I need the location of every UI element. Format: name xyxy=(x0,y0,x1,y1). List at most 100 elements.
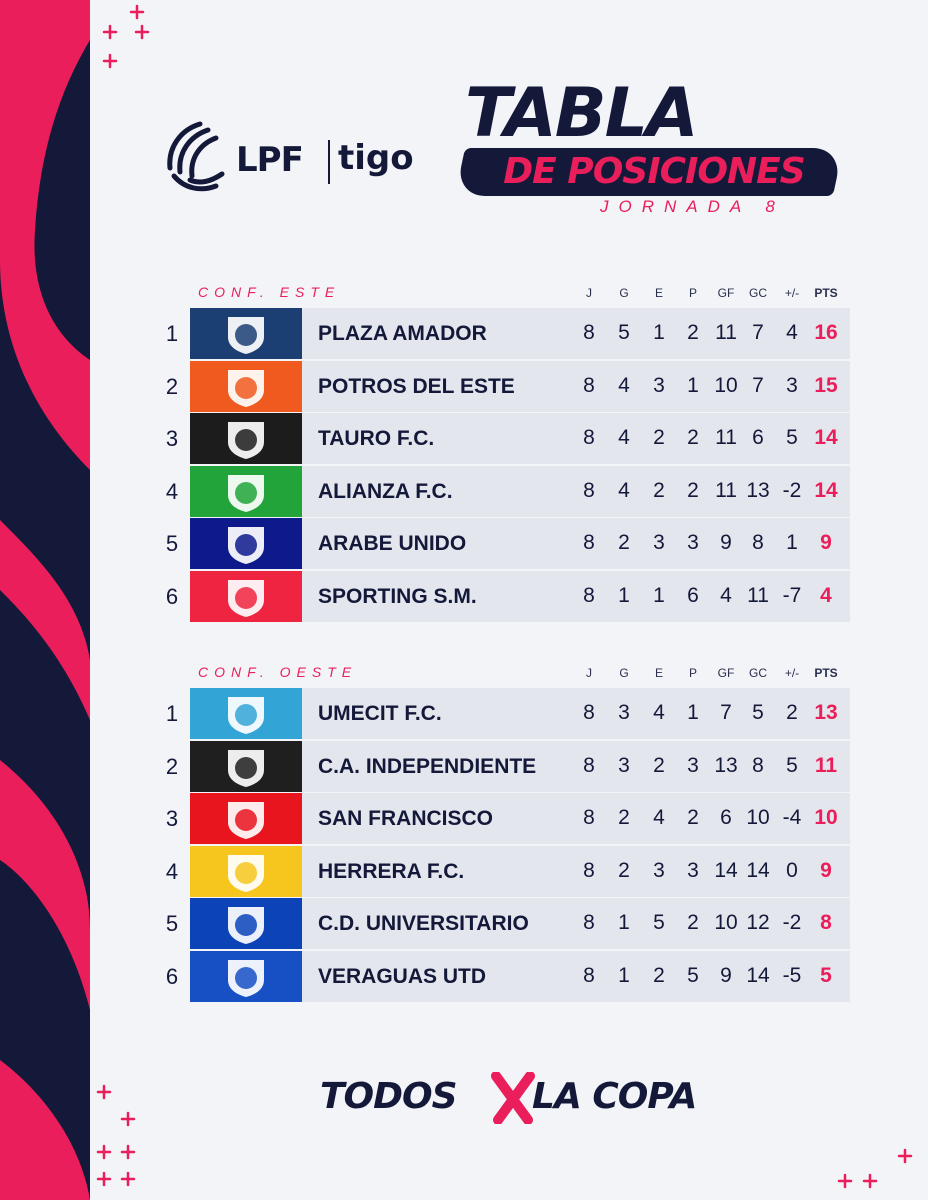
stat-pts: 16 xyxy=(814,321,838,344)
column-header: PTS xyxy=(814,286,838,300)
potros-del-este-crest-icon xyxy=(228,369,264,407)
conference-east-table: CONF. ESTE J G E P GF GC +/- PTS 1 PLAZA AMADOR 8 5 1… xyxy=(160,280,860,623)
team-crest-box xyxy=(190,308,302,359)
stat-gc: 14 xyxy=(746,858,770,882)
stat-dif: 4 xyxy=(786,321,798,344)
stat-pts: 11 xyxy=(814,753,838,777)
table-row: 3 TAURO F.C. 8 4 2 2 11 6 5 14 xyxy=(160,413,860,464)
stat-gf: 10 xyxy=(714,373,738,397)
stat-j: 8 xyxy=(583,373,595,397)
stat-p: 1 xyxy=(687,373,699,397)
team-position: 6 xyxy=(165,583,179,609)
conference-header: CONF. ESTE J G E P GF GC +/- PTS xyxy=(160,280,860,308)
team-crest-box xyxy=(190,465,302,517)
stat-g: 2 xyxy=(618,858,630,882)
column-header: J xyxy=(586,286,592,300)
slogan-left: TODOS xyxy=(320,1076,458,1117)
stat-g: 2 xyxy=(618,806,630,829)
stat-pts: 14 xyxy=(814,478,838,502)
team-name: PLAZA AMADOR xyxy=(318,322,487,345)
stat-g: 1 xyxy=(618,583,630,607)
stat-gc: 14 xyxy=(746,963,770,987)
table-row: 2 C.A. INDEPENDIENTE 8 3 2 3 13 8 5 11 xyxy=(160,740,860,792)
slogan-x-icon xyxy=(491,1072,535,1124)
stat-e: 2 xyxy=(653,478,665,502)
team-position: 1 xyxy=(165,321,179,346)
stat-dif: 2 xyxy=(786,701,798,724)
team-name: POTROS DEL ESTE xyxy=(318,374,515,398)
team-crest-box xyxy=(190,413,302,464)
stat-g: 1 xyxy=(618,963,630,987)
lpf-tigo-logo: LPF tigo xyxy=(160,118,420,198)
stat-g: 4 xyxy=(618,478,630,502)
stat-gf: 11 xyxy=(715,426,737,449)
team-name: UMECIT F.C. xyxy=(318,702,442,725)
team-name: TAURO F.C. xyxy=(318,427,435,450)
stat-j: 8 xyxy=(583,321,595,344)
table-row: 5 C.D. UNIVERSITARIO 8 1 5 2 10 12 -2 8 xyxy=(160,898,860,949)
veraguas-crest-icon xyxy=(228,959,264,997)
stat-gc: 7 xyxy=(752,321,764,344)
stat-pts: 8 xyxy=(820,911,832,934)
stat-g: 2 xyxy=(618,531,630,554)
stat-dif: 0 xyxy=(786,858,798,882)
stat-pts: 10 xyxy=(814,806,838,829)
stat-p: 2 xyxy=(687,426,699,449)
team-position: 6 xyxy=(165,963,179,989)
page-title: TABLA xyxy=(465,74,699,153)
plaza-amador-crest-icon xyxy=(228,317,264,354)
stat-e: 4 xyxy=(653,701,665,724)
stat-dif: -4 xyxy=(782,806,802,829)
stat-pts: 9 xyxy=(820,858,832,882)
stat-j: 8 xyxy=(583,701,595,724)
conference-name: CONF. ESTE xyxy=(198,284,341,300)
team-name: ALIANZA F.C. xyxy=(318,479,453,503)
stat-dif: -7 xyxy=(782,583,802,607)
round-label: JORNADA 8 xyxy=(600,197,785,216)
stat-e: 3 xyxy=(653,858,665,882)
conference-header: CONF. OESTE J G E P GF GC +/- PTS xyxy=(160,660,860,688)
stat-dif: 5 xyxy=(786,753,798,777)
stat-j: 8 xyxy=(583,911,595,934)
team-position: 1 xyxy=(165,701,179,726)
umecit-crest-icon xyxy=(228,697,264,734)
table-row: 4 ALIANZA F.C. 8 4 2 2 11 13 -2 14 xyxy=(160,465,860,517)
team-name: SPORTING S.M. xyxy=(318,584,477,608)
team-name: HERRERA F.C. xyxy=(318,859,465,883)
stat-pts: 14 xyxy=(814,426,838,449)
team-crest-box xyxy=(190,793,302,844)
column-header: +/- xyxy=(784,286,800,300)
lpf-wordmark: LPF xyxy=(236,140,304,180)
stat-j: 8 xyxy=(583,426,595,449)
column-header: GF xyxy=(717,286,735,300)
stat-gc: 12 xyxy=(746,911,770,934)
column-header: GC xyxy=(749,286,767,300)
stat-j: 8 xyxy=(583,478,595,502)
table-row: 6 VERAGUAS UTD 8 1 2 5 9 14 -5 5 xyxy=(160,950,860,1002)
team-name: C.D. UNIVERSITARIO xyxy=(318,912,529,935)
tigo-wordmark: tigo xyxy=(338,138,414,178)
eagle-icon xyxy=(167,121,225,192)
column-header: P xyxy=(688,666,697,680)
stat-gc: 8 xyxy=(752,531,764,554)
stat-g: 4 xyxy=(618,373,630,397)
stat-p: 5 xyxy=(687,963,699,987)
conference-name: CONF. OESTE xyxy=(198,664,358,680)
stat-pts: 4 xyxy=(820,583,832,607)
team-crest-box xyxy=(190,688,302,739)
stat-dif: -5 xyxy=(782,963,802,987)
team-position: 4 xyxy=(165,478,179,504)
column-header: GC xyxy=(749,666,767,680)
team-position: 2 xyxy=(165,753,179,779)
team-position: 2 xyxy=(165,373,179,399)
table-row: 4 HERRERA F.C. 8 2 3 3 14 14 0 9 xyxy=(160,845,860,897)
stat-gc: 6 xyxy=(752,426,764,449)
column-header: GF xyxy=(717,666,735,680)
tauro-crest-icon xyxy=(228,422,264,459)
stat-gf: 10 xyxy=(714,911,738,934)
stat-gf: 6 xyxy=(720,806,732,829)
stat-e: 5 xyxy=(653,911,665,934)
table-row: 1 PLAZA AMADOR 8 5 1 2 11 7 4 16 xyxy=(160,308,860,359)
team-crest-box xyxy=(190,845,302,897)
table-row: 2 POTROS DEL ESTE 8 4 3 1 10 7 3 15 xyxy=(160,360,860,412)
